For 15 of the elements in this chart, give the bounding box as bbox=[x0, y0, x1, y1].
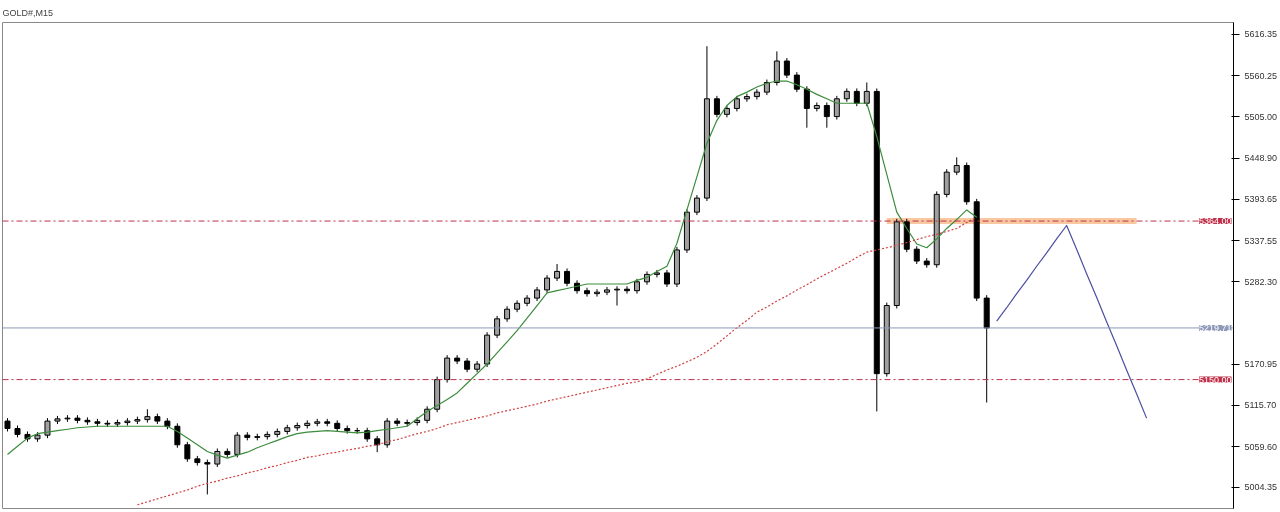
y-tick-label: 5505.00 bbox=[1244, 111, 1278, 122]
y-tick-label: 5393.65 bbox=[1244, 194, 1278, 205]
y-tick-label: 5170.95 bbox=[1244, 359, 1278, 370]
y-tick-label: 5004.35 bbox=[1244, 482, 1278, 493]
y-tick-label: 5448.90 bbox=[1244, 153, 1278, 164]
ref-line-label: 5150.00 bbox=[1198, 374, 1232, 385]
y-tick-label: 5337.55 bbox=[1244, 235, 1278, 246]
y-tick-label: 5560.25 bbox=[1244, 70, 1278, 81]
y-tick-label: 5616.35 bbox=[1244, 29, 1278, 40]
chart-title: GOLD#,M15 bbox=[2, 7, 54, 18]
ref-line-label: 5219.71 bbox=[1198, 322, 1232, 333]
ref-line-label: 5364.00 bbox=[1198, 216, 1232, 227]
y-tick-label: 5059.60 bbox=[1244, 441, 1278, 452]
y-tick-label: 5115.70 bbox=[1244, 400, 1277, 410]
y-tick-label: 5282.30 bbox=[1244, 276, 1278, 287]
